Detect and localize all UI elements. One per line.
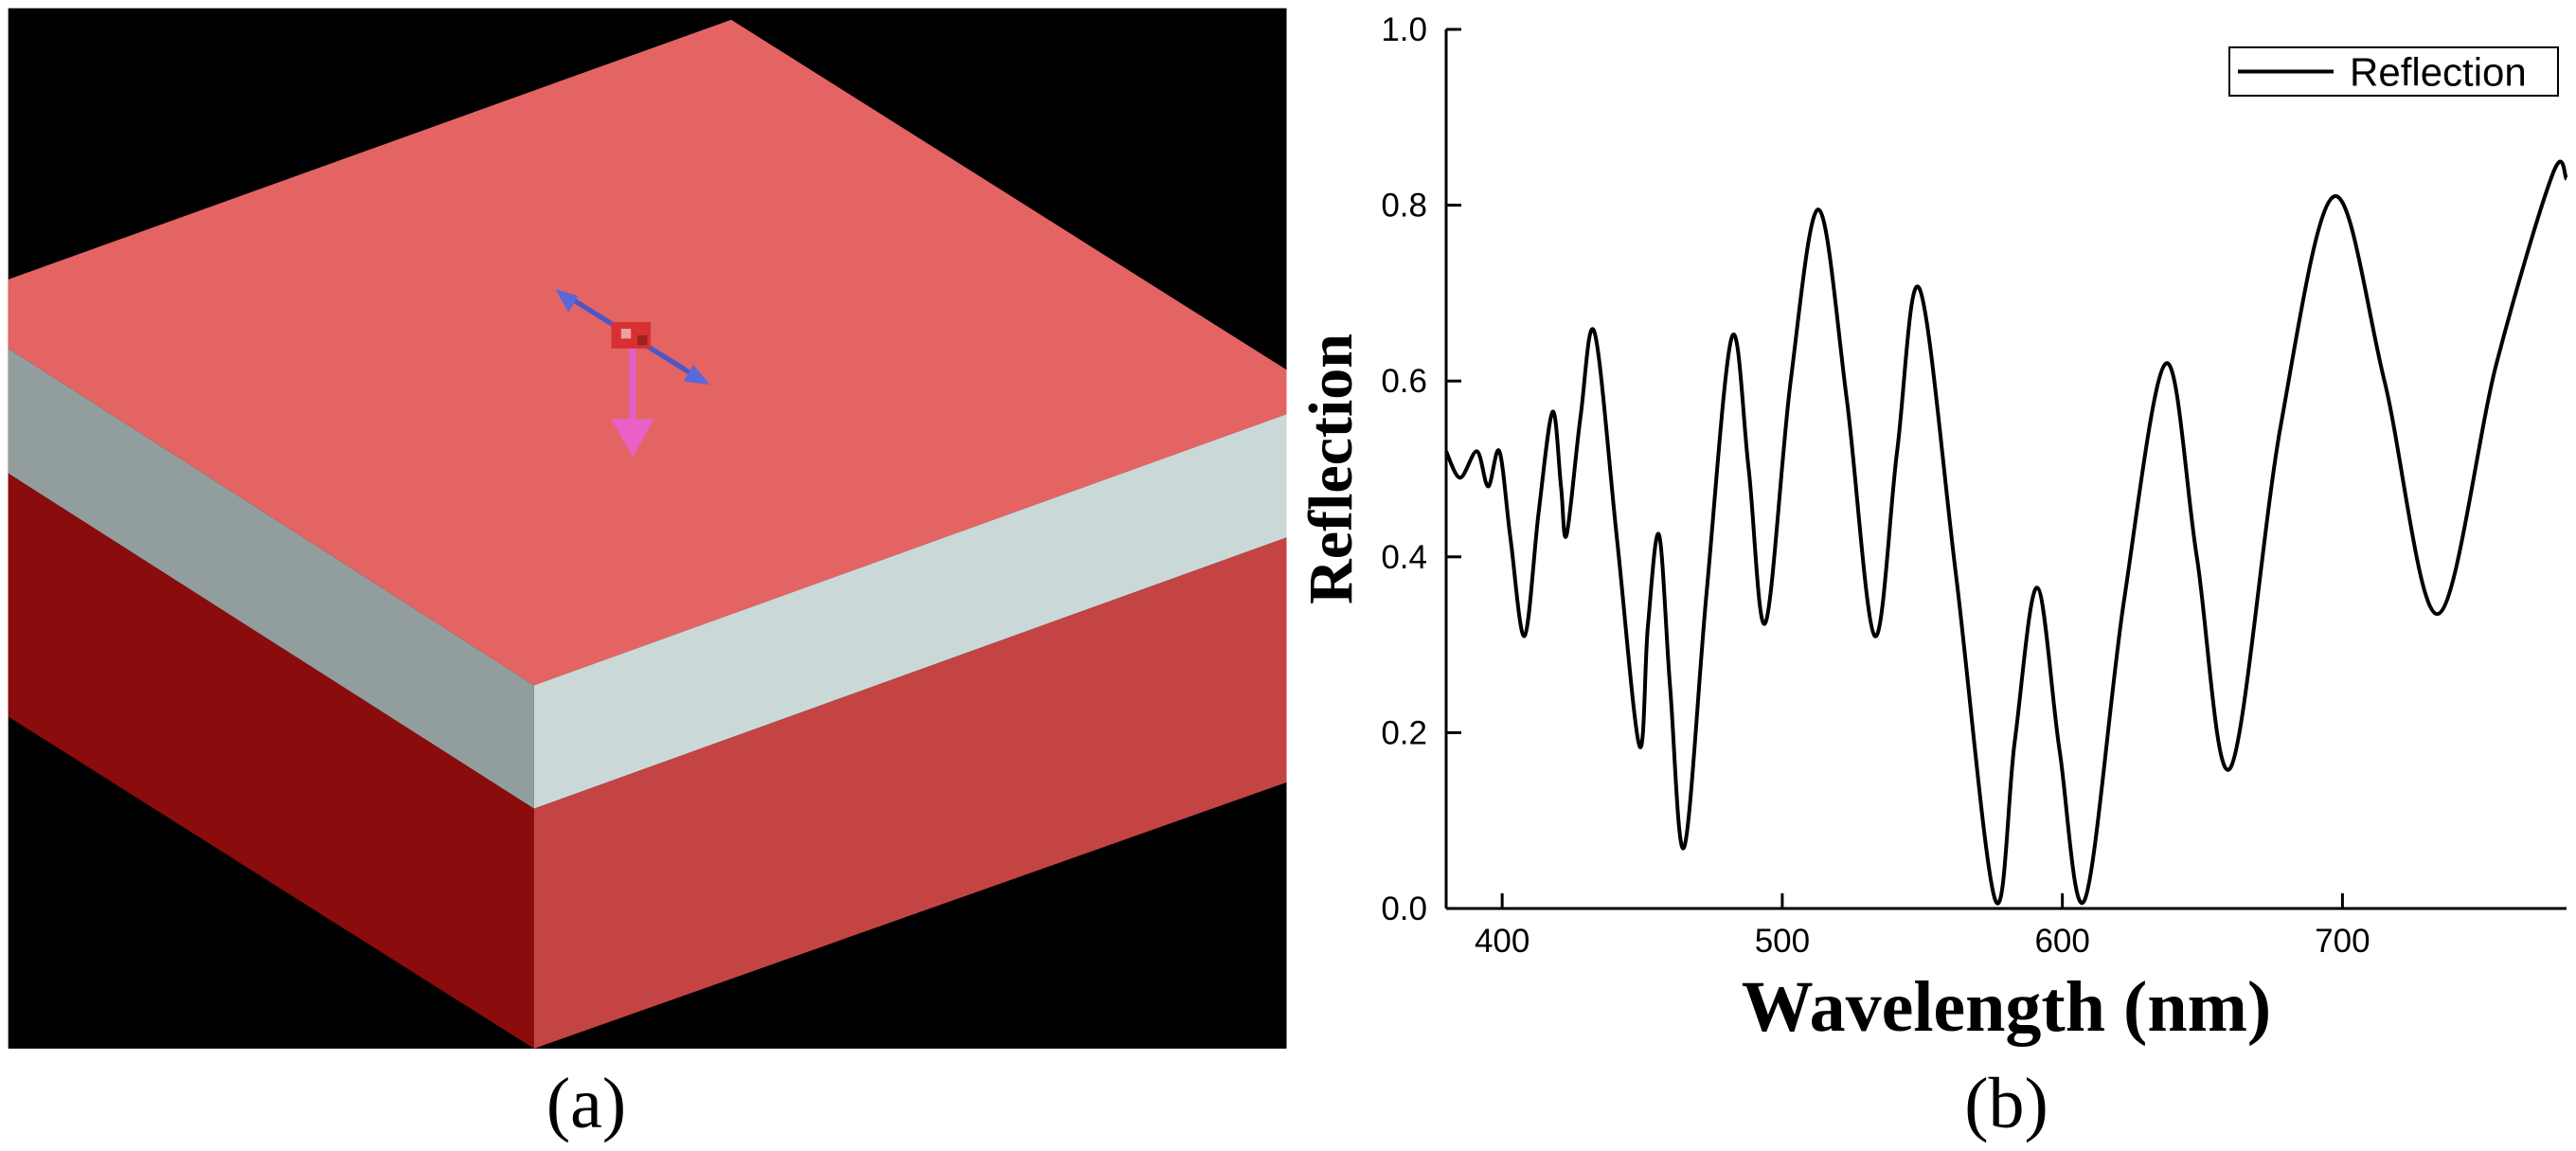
y-tick-label: 1.0 [1381, 11, 1427, 48]
panel-a [8, 8, 1287, 1049]
y-tick-label: 0.6 [1381, 363, 1427, 400]
y-axis-label: Reflection [1297, 333, 1366, 604]
caption-a: (a) [546, 1064, 626, 1143]
y-tick-label: 0.4 [1381, 539, 1427, 576]
bottom-layer-left [8, 473, 534, 1049]
y-tick-label: 0.2 [1381, 714, 1427, 751]
x-tick-label: 500 [1755, 923, 1810, 960]
y-tick-label: 0.8 [1381, 188, 1427, 225]
x-tick-label: 700 [2315, 923, 2370, 960]
x-axis-label: Wavelength (nm) [1742, 967, 2271, 1047]
y-tick-label: 0.0 [1381, 890, 1427, 927]
middle-layer-right [533, 414, 1287, 809]
x-tick-label: 600 [2034, 923, 2089, 960]
data-line [1444, 159, 2568, 906]
legend-label: Reflection [2350, 50, 2527, 95]
middle-layer-left [8, 348, 534, 809]
source-icon [555, 289, 710, 458]
top-layer [8, 19, 1287, 686]
x-tick-label: 400 [1475, 923, 1530, 960]
bottom-layer-right [533, 537, 1287, 1049]
caption-b: (b) [1964, 1064, 2048, 1143]
